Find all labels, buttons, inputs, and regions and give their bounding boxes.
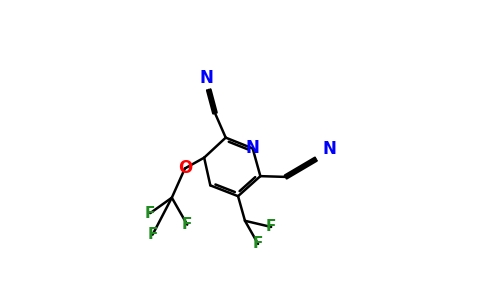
- Text: F: F: [145, 206, 155, 220]
- Text: F: F: [182, 217, 193, 232]
- Text: O: O: [178, 159, 192, 177]
- Text: N: N: [323, 140, 336, 158]
- Text: F: F: [266, 220, 276, 235]
- Text: F: F: [148, 227, 158, 242]
- Text: N: N: [199, 69, 213, 87]
- Text: F: F: [253, 236, 263, 251]
- Text: N: N: [246, 140, 259, 158]
